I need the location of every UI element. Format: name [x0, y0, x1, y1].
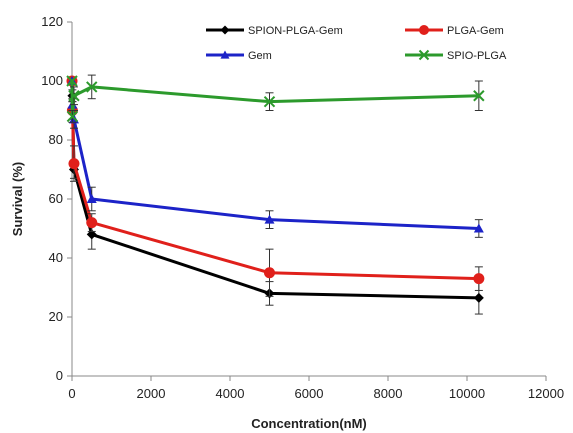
data-point: [473, 273, 485, 285]
x-tick-label: 8000: [374, 386, 403, 401]
series-line: [70, 80, 479, 118]
x-tick-label: 12000: [528, 386, 564, 401]
legend-item: SPION-PLGA-Gem: [206, 25, 343, 37]
data-point: [220, 50, 230, 59]
data-point-stroke: [66, 75, 78, 87]
y-tick-label: 40: [49, 250, 63, 265]
x-tick-label: 0: [68, 386, 75, 401]
y-axis-title: Survival (%): [10, 162, 25, 236]
legend-item: PLGA-Gem: [405, 25, 504, 37]
data-point: [473, 90, 485, 102]
y-tick-label: 120: [41, 14, 63, 29]
legend-label: SPION-PLGA-Gem: [248, 25, 343, 37]
series-line: [70, 80, 479, 230]
data-point: [86, 194, 97, 203]
data-point-stroke: [473, 90, 485, 102]
data-point: [263, 95, 276, 108]
y-tick-label: 100: [41, 73, 63, 88]
data-point-stroke: [68, 90, 80, 102]
legend-label: PLGA-Gem: [447, 25, 504, 37]
legend-label: Gem: [248, 50, 272, 62]
legend-label: SPIO-PLGA: [447, 50, 507, 62]
x-tick-label: 10000: [449, 386, 485, 401]
series-line: [70, 80, 479, 300]
y-tick-label: 0: [56, 368, 63, 383]
data-point: [86, 217, 98, 229]
x-tick-label: 4000: [216, 386, 245, 401]
tick-labels: 0 20 40 60 80 100 120 0 2000 4000 6000 8000 10000 120…: [41, 14, 564, 401]
y-tick-label: 80: [49, 132, 63, 147]
data-point: [264, 214, 275, 224]
series: [66, 75, 485, 297]
data-point-stroke: [86, 81, 98, 93]
series: [66, 74, 485, 123]
x-tick-label: 2000: [137, 386, 166, 401]
data-point: [220, 25, 230, 35]
x-axis-title: Concentration(nM): [251, 416, 367, 431]
axes: [67, 21, 547, 381]
data-point: [419, 25, 429, 35]
legend-item: SPIO-PLGA: [405, 49, 507, 62]
data-point: [473, 292, 484, 303]
y-tick-label: 20: [49, 309, 63, 324]
y-tick-label: 60: [49, 191, 63, 206]
data-point-stroke: [418, 49, 430, 61]
legend-item: Gem: [206, 50, 272, 62]
series-layer: [66, 74, 485, 315]
data-point: [86, 81, 98, 93]
data-point-stroke: [263, 95, 276, 108]
data-point: [264, 267, 275, 279]
data-point: [418, 49, 430, 61]
data-point: [473, 223, 484, 233]
data-point: [68, 90, 80, 102]
data-point: [66, 75, 78, 87]
data-point: [66, 110, 79, 123]
x-tick-label: 6000: [295, 386, 324, 401]
legend: SPION-PLGA-Gem PLGA-Gem Gem SPIO-PLGA: [206, 25, 507, 62]
data-point-stroke: [66, 110, 79, 123]
data-point: [68, 158, 80, 170]
